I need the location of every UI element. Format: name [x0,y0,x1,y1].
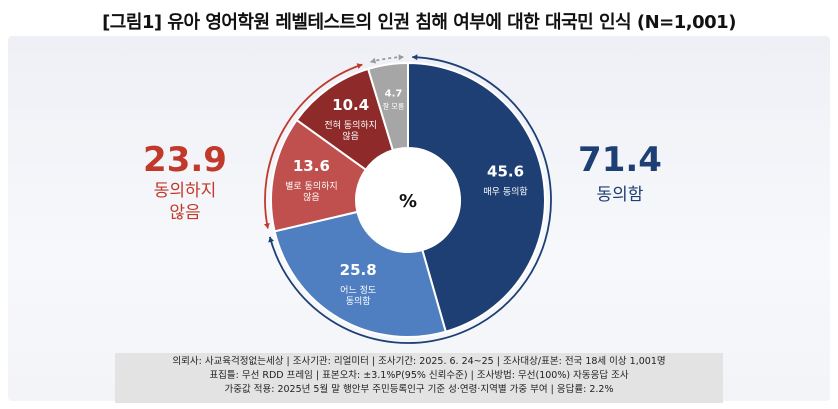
disagree-arc-head-1 [356,63,363,69]
unknown-arc-head-0 [370,57,377,64]
slice-name-1: 동의함 [346,296,371,307]
unknown-arc-head-1 [398,54,404,61]
slice-name-2: 별로 동의하지 [285,181,338,192]
disagree-arc [264,63,363,229]
center-unit-label: % [399,191,417,212]
survey-footnote: 의뢰사: 사교육걱정없는세상 | 조사기관: 리얼미터 | 조사기간: 2025… [115,353,723,403]
disagree-total-label: 동의하지 않음 [125,180,245,224]
slice-name-4: 잘 모름 [383,103,405,111]
slice-value-4: 4.7 [385,89,403,100]
donut-slices [270,61,546,338]
slice-name-0: 매우 동의함 [483,186,527,197]
slice-value-0: 45.6 [487,162,524,180]
chart-title: [그림1] 유아 영어학원 레벨테스트의 인권 침해 여부에 대한 대국민 인식… [102,12,736,33]
footnote-line-1: 의뢰사: 사교육걱정없는세상 | 조사기관: 리얼미터 | 조사기간: 2025… [172,356,666,367]
donut-slice-0 [407,61,546,333]
disagree-total-value: 23.9 [143,140,227,180]
slice-name-1: 어느 정도 [340,285,376,296]
slice-name-2: 않음 [303,192,320,203]
disagree-label-line2: 않음 [169,203,201,223]
slice-value-1: 25.8 [340,261,377,279]
agree-arc-head-1 [268,236,275,243]
agree-arc [268,56,552,344]
slice-name-3: 않음 [342,131,359,142]
agree-total-value: 71.4 [578,140,662,180]
footnote-line-2: 표집틀: 무선 RDD 프레임 | 표본오차: ±3.1%P(95% 신뢰수준)… [209,370,629,381]
disagree-label-line1: 동의하지 [153,181,217,201]
agree-arc-head-0 [412,54,418,61]
grouping-arrows [263,54,552,344]
slice-value-2: 13.6 [293,157,330,175]
donut-hole [356,148,460,252]
disagree-arc-head-0 [263,223,270,229]
slice-value-3: 10.4 [332,96,369,114]
slice-name-3: 전혀 동의하지 [324,120,377,131]
agree-total-label: 동의함 [596,185,644,205]
footnote-line-3: 가중값 적용: 2025년 5월 말 행안부 주민등록인구 기준 성·연령·지역… [224,384,614,395]
